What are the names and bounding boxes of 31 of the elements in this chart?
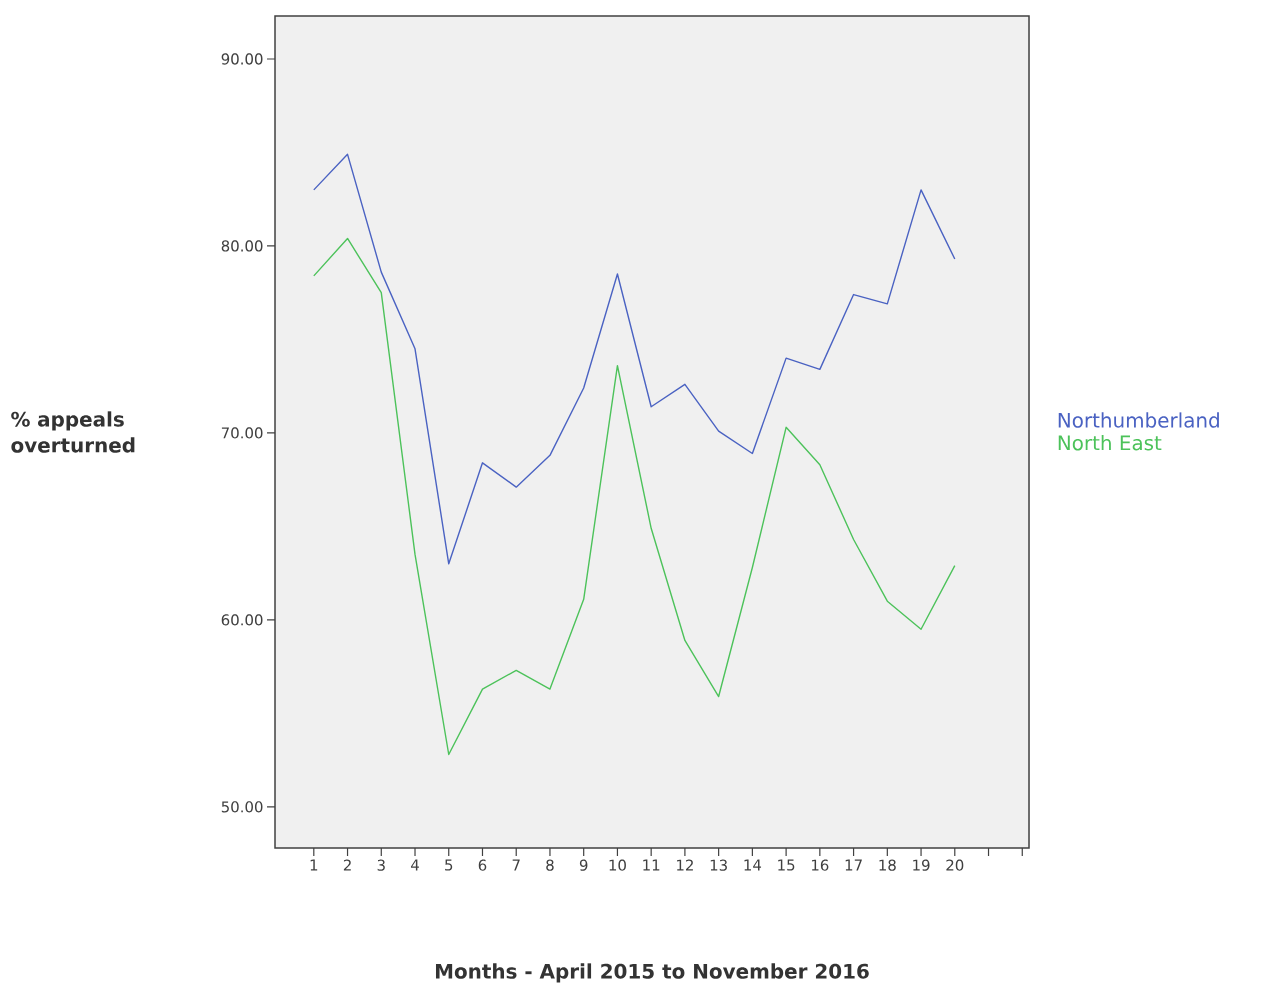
x-tick-label: 8 — [546, 859, 554, 871]
x-tick-label: 20 — [946, 859, 964, 871]
x-tick-label: 9 — [579, 859, 588, 871]
y-tick-label: 60.00 — [221, 614, 263, 626]
text: North East — [1058, 434, 1162, 451]
y-tick-label: 90.00 — [221, 53, 263, 65]
x-tick-label: 3 — [377, 859, 385, 871]
line-series — [313, 153, 956, 565]
x-tick-label: 10 — [609, 859, 626, 871]
line-series — [313, 237, 956, 756]
x-tick-label: 18 — [879, 859, 896, 871]
x-tick-label: 2 — [343, 859, 351, 871]
x-tick-label: 12 — [677, 859, 693, 871]
x-tick-label: 14 — [744, 859, 762, 871]
x-tick-label: 19 — [913, 859, 930, 871]
text: Northumberland — [1058, 412, 1219, 428]
y-axis-title: % appeals overturned — [11, 411, 135, 453]
x-axis-title: Months - April 2015 to November 2016 — [435, 963, 869, 983]
x-tick-label: 4 — [410, 859, 419, 871]
x-tick-label: 7 — [512, 859, 520, 871]
x-tick-label: 11 — [643, 859, 660, 871]
y-tick-label: 50.00 — [221, 801, 263, 813]
x-tick-label: 15 — [778, 859, 795, 871]
x-tick-label: 1 — [310, 859, 318, 871]
x-tick-label: 13 — [710, 859, 727, 871]
x-tick-label: 16 — [811, 859, 829, 871]
x-tick-label: 5 — [445, 859, 453, 871]
x-tick-label: 6 — [478, 859, 487, 871]
x-tick-label: 17 — [845, 859, 862, 871]
y-tick-label: 70.00 — [221, 427, 263, 439]
y-tick-label: 80.00 — [221, 240, 263, 252]
